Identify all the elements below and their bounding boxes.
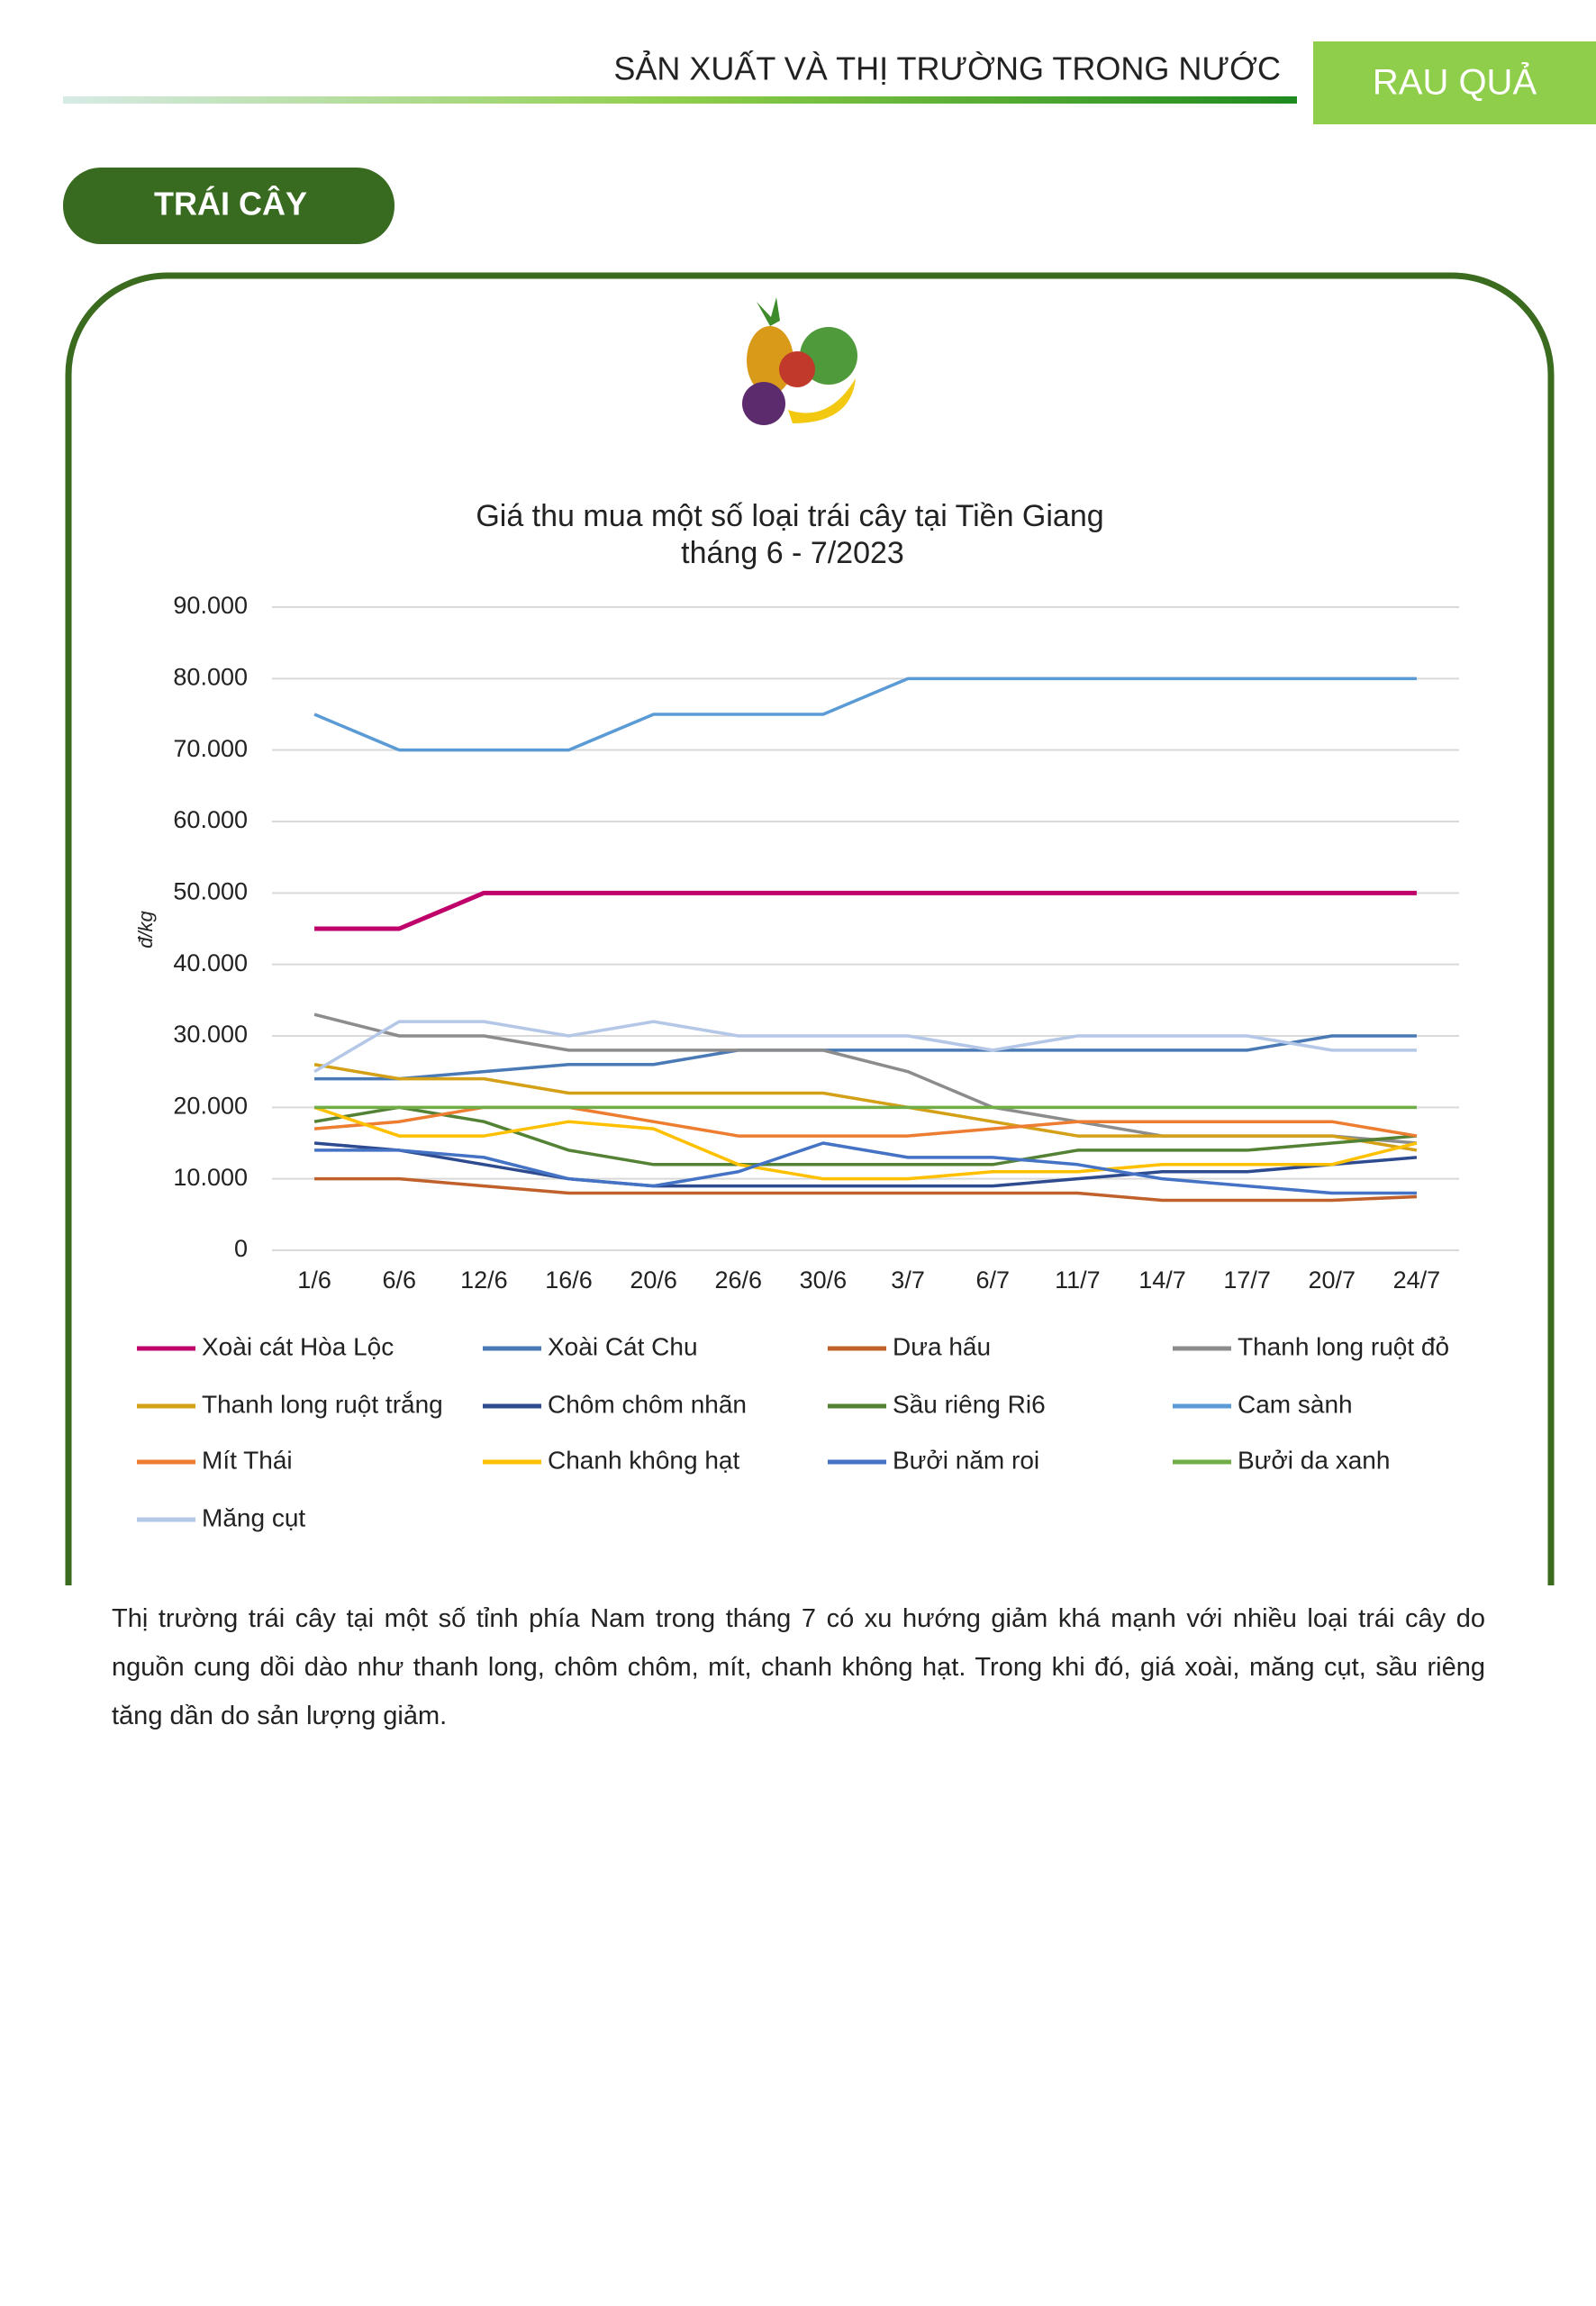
- y-tick-label: 30.000: [173, 1021, 248, 1048]
- header-tag: RAU QUẢ: [1373, 61, 1537, 103]
- y-tick-label: 70.000: [173, 735, 248, 762]
- series-line: [313, 676, 1417, 752]
- series-line: [313, 1020, 1417, 1074]
- series-line: [313, 1063, 1418, 1152]
- x-tick-label: 26/6: [715, 1266, 763, 1294]
- x-tick-label: 3/7: [891, 1266, 925, 1294]
- x-tick-label: 6/6: [382, 1266, 416, 1294]
- legend-label: Chôm chôm nhãn: [548, 1390, 747, 1418]
- page-graphics: SẢN XUẤT VÀ THỊ TRƯỜNG TRONG NƯỚC RAU QU…: [63, 41, 1596, 1585]
- header-tag-box: [1313, 41, 1596, 124]
- x-tick-label: 30/6: [800, 1266, 848, 1294]
- y-axis-label: đ/kg: [134, 910, 157, 948]
- series-line: [314, 1176, 1418, 1203]
- x-tick-label: 20/7: [1309, 1266, 1356, 1294]
- legend-label: Sầu riêng Ri6: [893, 1390, 1046, 1418]
- series-line: [314, 1034, 1417, 1081]
- legend-label: Xoài cát Hòa Lộc: [202, 1332, 394, 1360]
- header-section: SẢN XUẤT VÀ THỊ TRƯỜNG TRONG NƯỚC: [613, 50, 1281, 87]
- y-tick-label: 60.000: [173, 806, 248, 833]
- chart-title: Giá thu mua một số loại trái cây tại Tiề…: [476, 499, 1103, 533]
- y-tick-label: 90.000: [173, 592, 248, 619]
- y-tick-label: 80.000: [173, 663, 248, 690]
- fruit-icon: [742, 297, 857, 425]
- legend-label: Xoài Cát Chu: [548, 1332, 698, 1360]
- legend-label: Bưởi năm roi: [893, 1446, 1039, 1474]
- x-tick-label: 6/7: [975, 1266, 1010, 1294]
- chart-subtitle: tháng 6 - 7/2023: [681, 536, 904, 570]
- y-tick-label: 20.000: [173, 1092, 248, 1119]
- paragraph: Thị trường trái cây tại một số tỉnh phía…: [112, 1604, 1485, 1730]
- section-label: TRÁI CÂY: [154, 185, 307, 222]
- series-line: [313, 1105, 1418, 1167]
- x-tick-label: 12/6: [460, 1266, 508, 1294]
- y-tick-label: 40.000: [173, 949, 248, 976]
- x-tick-label: 20/6: [630, 1266, 677, 1294]
- series-line: [313, 1105, 1418, 1181]
- legend-label: Măng cụt: [202, 1503, 305, 1531]
- y-tick-label: 50.000: [173, 877, 248, 904]
- x-tick-label: 14/7: [1138, 1266, 1186, 1294]
- series-line: [314, 890, 1417, 931]
- x-tick-label: 17/7: [1223, 1266, 1271, 1294]
- y-tick-label: 0: [234, 1235, 248, 1262]
- section-pill: [63, 168, 394, 244]
- series-line: [313, 1141, 1418, 1188]
- x-tick-label: 11/7: [1055, 1266, 1101, 1294]
- legend-label: Thanh long ruột trắng: [202, 1390, 443, 1418]
- series-line: [314, 1141, 1417, 1195]
- legend-label: Chanh không hạt: [548, 1446, 740, 1474]
- header-rule: [63, 96, 1297, 104]
- x-tick-label: 1/6: [297, 1266, 331, 1294]
- legend-label: Cam sành: [1238, 1390, 1353, 1418]
- legend-label: Dưa hấu: [893, 1332, 991, 1360]
- legend-label: Thanh long ruột đỏ: [1238, 1332, 1449, 1360]
- legend-label: Bưởi da xanh: [1238, 1446, 1390, 1474]
- x-tick-label: 16/6: [545, 1266, 593, 1294]
- y-tick-label: 10.000: [173, 1164, 248, 1191]
- x-tick-label: 24/7: [1393, 1266, 1441, 1294]
- legend-label: Mít Thái: [202, 1446, 293, 1474]
- content-frame: [65, 272, 1555, 1585]
